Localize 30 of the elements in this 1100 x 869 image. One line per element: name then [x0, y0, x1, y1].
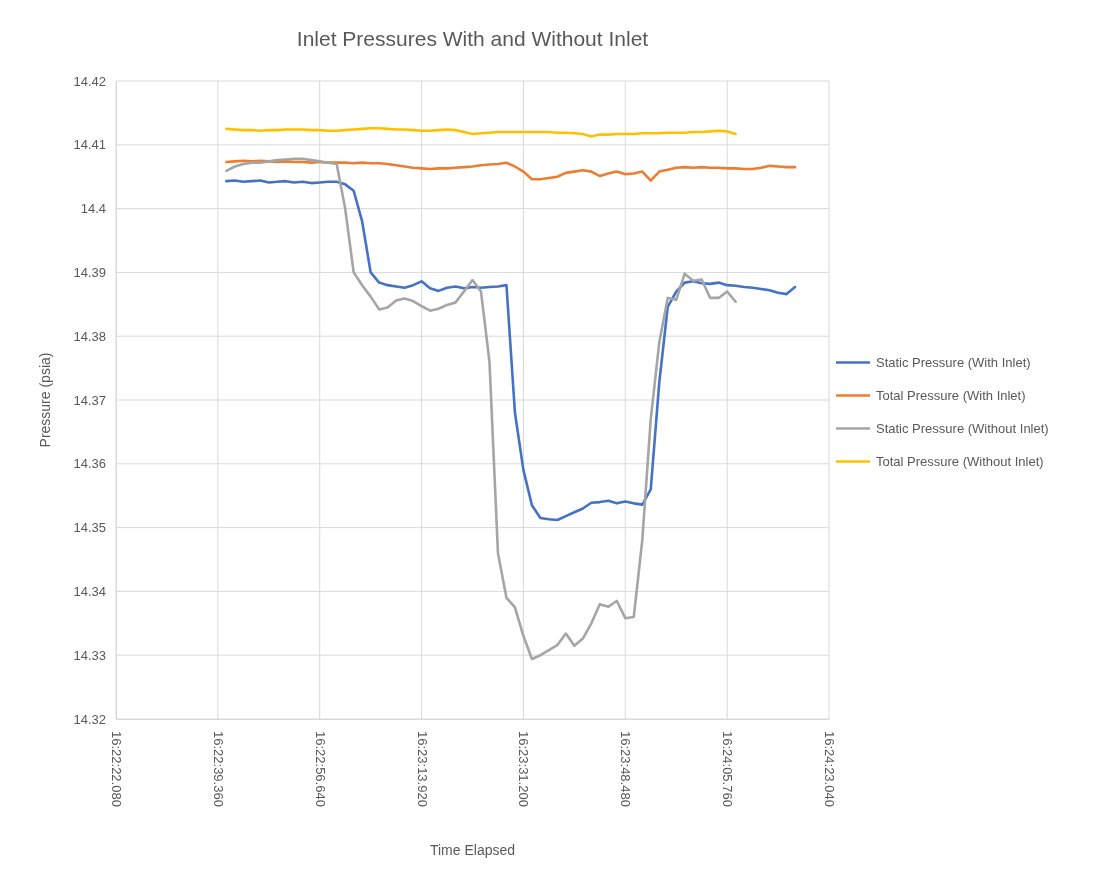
y-tick-label: 14.41	[73, 137, 106, 153]
legend-label: Static Pressure (Without Inlet)	[876, 421, 1049, 437]
line-series	[225, 179, 797, 522]
y-tick-label: 14.32	[73, 711, 106, 727]
line-series	[225, 157, 737, 661]
x-tick-label: 16:24:05.760	[720, 731, 736, 807]
chart-title: Inlet Pressures With and Without Inlet	[296, 27, 649, 50]
y-tick-label: 14.36	[73, 456, 106, 472]
line-series	[225, 126, 737, 138]
x-tick-label: 16:24:23.040	[821, 731, 837, 807]
y-tick-label: 14.39	[73, 265, 106, 281]
x-tick-label: 16:23:48.480	[618, 731, 634, 807]
legend-label: Total Pressure (Without Inlet)	[876, 454, 1044, 470]
y-tick-label: 14.4	[80, 201, 106, 217]
x-tick-label: 16:22:56.640	[312, 731, 328, 807]
y-tick-label: 14.37	[73, 392, 106, 408]
x-tick-label: 16:22:22.080	[108, 731, 124, 807]
y-tick-label: 14.42	[73, 73, 106, 89]
x-tick-label: 16:22:39.360	[210, 731, 226, 807]
y-tick-label: 14.34	[73, 584, 106, 600]
x-axis-title: Time Elapsed	[429, 842, 516, 858]
y-tick-label: 14.33	[73, 647, 106, 663]
x-tick-label: 16:23:13.920	[414, 731, 430, 807]
y-tick-label: 14.35	[73, 520, 106, 536]
y-tick-label: 14.38	[73, 328, 106, 344]
x-tick-label: 16:23:31.200	[516, 731, 532, 807]
legend-label: Total Pressure (With Inlet)	[876, 388, 1026, 404]
legend-label: Static Pressure (With Inlet)	[876, 355, 1031, 371]
y-axis-title: Pressure (psia)	[37, 352, 53, 448]
line-series	[225, 159, 797, 182]
